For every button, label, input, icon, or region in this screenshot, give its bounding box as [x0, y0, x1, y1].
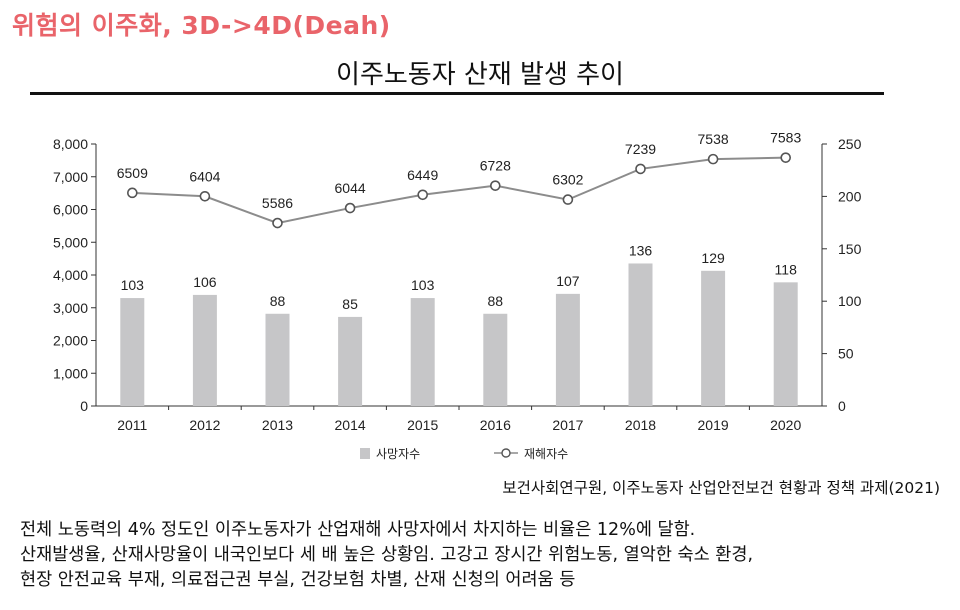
line-data-label: 7583 [770, 130, 801, 146]
line-point-2011 [127, 187, 138, 199]
legend-line-marker [501, 448, 511, 458]
bar-data-label: 88 [488, 293, 504, 309]
x-tick-label: 2012 [189, 417, 220, 433]
x-tick-label: 2016 [480, 417, 511, 433]
bar-data-label: 103 [411, 277, 435, 293]
bar-data-label: 85 [342, 296, 358, 312]
x-tick-label: 2013 [262, 417, 293, 433]
line-point-2013 [272, 217, 283, 229]
line-point-2014 [344, 202, 356, 214]
right-tick-label: 250 [838, 136, 862, 152]
left-tick-label: 0 [80, 398, 88, 414]
left-tick-label: 3,000 [53, 300, 88, 316]
injury-line [132, 156, 786, 225]
bar-2011 [120, 298, 145, 406]
left-tick-label: 5,000 [53, 234, 88, 250]
summary-line-3: 현장 안전교육 부재, 의료접근권 부실, 건강보험 차별, 산재 신청의 어려… [20, 570, 576, 590]
x-tick-label: 2017 [552, 417, 583, 433]
line-data-label: 6404 [189, 168, 220, 184]
line-point-2017 [562, 194, 574, 205]
right-tick-label: 0 [838, 398, 846, 414]
bar-2015 [410, 298, 435, 406]
legend-label-injuries: 재해자수 [524, 447, 568, 461]
left-tick-label: 4,000 [53, 267, 88, 283]
summary-line-2: 산재발생율, 산재사망율이 내국인보다 세 배 높은 상황임. 고강고 장시간 … [20, 545, 754, 565]
bar-data-label: 106 [193, 274, 217, 290]
line-point-2016 [489, 180, 501, 191]
right-tick-label: 50 [838, 346, 854, 362]
bar-data-label: 107 [556, 273, 580, 289]
bar-data-label: 129 [701, 250, 725, 266]
bar-2013 [265, 313, 290, 406]
line-data-label: 6728 [480, 158, 511, 174]
legend-label-deaths: 사망자수 [376, 447, 420, 461]
bar-2017 [555, 293, 580, 406]
x-tick-label: 2018 [625, 417, 656, 433]
source-citation: 보건사회연구원, 이주노동자 산업안전보건 현황과 정책 과제(2021) [502, 479, 940, 497]
title-rule [30, 92, 884, 95]
bar-data-label: 103 [121, 277, 145, 293]
line-point-2012 [199, 190, 211, 202]
x-tick-label: 2014 [335, 417, 366, 433]
right-tick-label: 150 [838, 241, 862, 257]
line-data-label: 6509 [117, 165, 148, 181]
bar-data-label: 88 [270, 293, 286, 309]
line-data-label: 7239 [625, 141, 656, 157]
x-tick-label: 2015 [407, 417, 438, 433]
left-tick-label: 6,000 [53, 202, 88, 218]
line-point-2019 [707, 153, 719, 165]
summary-text: 전체 노동력의 4% 정도인 이주노동자가 산업재해 사망자에서 차지하는 비율… [20, 518, 950, 593]
line-point-2015 [417, 189, 429, 201]
bar-2020 [773, 282, 798, 406]
left-tick-label: 2,000 [53, 333, 88, 349]
bar-2018 [628, 263, 653, 406]
bar-2019 [701, 270, 726, 406]
line-data-label: 6044 [335, 180, 366, 196]
bar-2012 [192, 294, 217, 406]
line-data-label: 6302 [552, 172, 583, 188]
right-tick-label: 200 [838, 188, 862, 204]
left-tick-label: 8,000 [53, 136, 88, 152]
bar-2016 [483, 313, 508, 406]
x-tick-label: 2020 [770, 417, 801, 433]
combo-chart: 0 1,000 2,000 3,000 4,000 5,000 6,000 7,000 8,00… [53, 130, 862, 461]
right-tick-label: 100 [838, 293, 862, 309]
bar-data-label: 118 [775, 261, 798, 277]
x-tick-label: 2011 [117, 417, 147, 433]
chart-title: 이주노동자 산재 발생 추이 [336, 60, 624, 90]
bar-2014 [338, 316, 363, 406]
line-point-2020 [780, 152, 792, 163]
line-data-label: 6449 [407, 167, 438, 183]
bar-data-label: 136 [629, 242, 653, 258]
x-tick-label: 2019 [698, 417, 729, 433]
summary-line-1: 전체 노동력의 4% 정도인 이주노동자가 산업재해 사망자에서 차지하는 비율… [20, 520, 696, 540]
left-tick-label: 1,000 [53, 365, 88, 381]
line-data-label: 7538 [698, 131, 729, 147]
line-data-label: 5586 [262, 195, 293, 211]
headline: 위험의 이주화, 3D->4D(Deah) [12, 11, 391, 40]
legend-bar-swatch [360, 448, 370, 459]
left-tick-label: 7,000 [53, 169, 88, 185]
line-point-2018 [635, 163, 646, 175]
